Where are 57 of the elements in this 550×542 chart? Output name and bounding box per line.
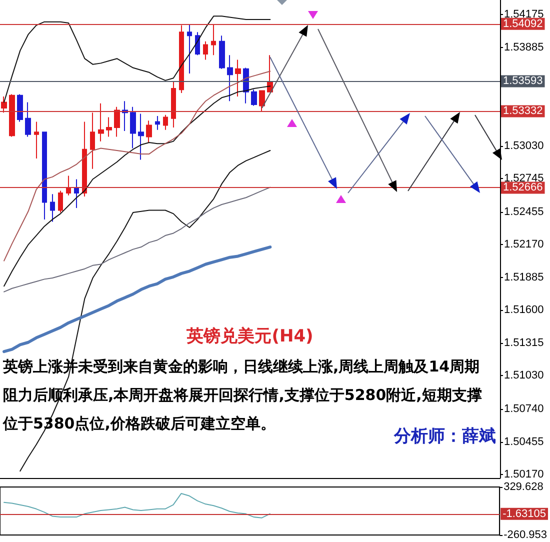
ref-line-label: 1.53593 [503,75,543,88]
line-series [4,186,271,292]
ref-line-label: -1.63105 [502,508,546,520]
y-tick-label: -260.953 [504,529,548,541]
y-tick-label: 1.51885 [504,271,544,284]
candlestick [227,54,233,102]
y-tick-label: 1.51315 [504,336,544,349]
candlestick [203,40,208,60]
ref-line-label: 1.54092 [503,18,543,30]
y-tick-label: 1.51030 [504,370,544,382]
y-tick-label: 1.50170 [504,468,544,480]
y-tick-label: 1.53885 [504,42,544,54]
text: 英镑兑美元(H4) [186,326,314,346]
candlestick [58,190,63,214]
candlestick [66,175,71,196]
candlestick [9,94,15,138]
ref-line-label: 1.53332 [503,105,543,118]
candlestick [74,178,79,208]
line-series [4,492,270,518]
candlestick [146,120,152,143]
candlestick [187,24,192,74]
candlestick [130,106,136,149]
candlestick [50,194,55,222]
candlestick [1,96,7,114]
candlestick [114,106,120,138]
line-series [4,16,271,103]
candlestick [42,132,47,220]
candlestick [17,94,23,122]
y-tick-label: 329.628 [504,481,544,493]
candlestick [155,116,160,130]
candlestick [171,81,176,128]
candlestick [82,121,87,197]
y-tick-label: 1.54175 [504,8,544,20]
candlestick [195,32,200,56]
candlestick [34,121,39,160]
y-tick-label: 1.51600 [504,304,544,316]
candlestick [259,90,265,112]
candlestick [163,114,168,130]
y-tick-label: 1.50740 [504,403,544,416]
candlestick [235,59,241,98]
candlestick [138,113,144,160]
candlestick [98,102,104,142]
candlestick [179,24,184,94]
line-series [4,86,271,287]
y-tick-label: 1.52455 [504,206,544,218]
y-tick-label: 1.52170 [504,238,544,251]
ref-line-label: 1.52666 [503,182,543,194]
candlestick [90,112,95,170]
candlestick [219,35,225,70]
candlestick [106,116,112,138]
y-tick-label: 1.53030 [504,140,544,152]
candlestick [25,102,31,138]
y-tick-label: 1.50455 [504,436,544,448]
line-series [2,246,272,354]
line-series [4,70,271,262]
candlestick [211,24,216,56]
candlestick [251,89,257,106]
